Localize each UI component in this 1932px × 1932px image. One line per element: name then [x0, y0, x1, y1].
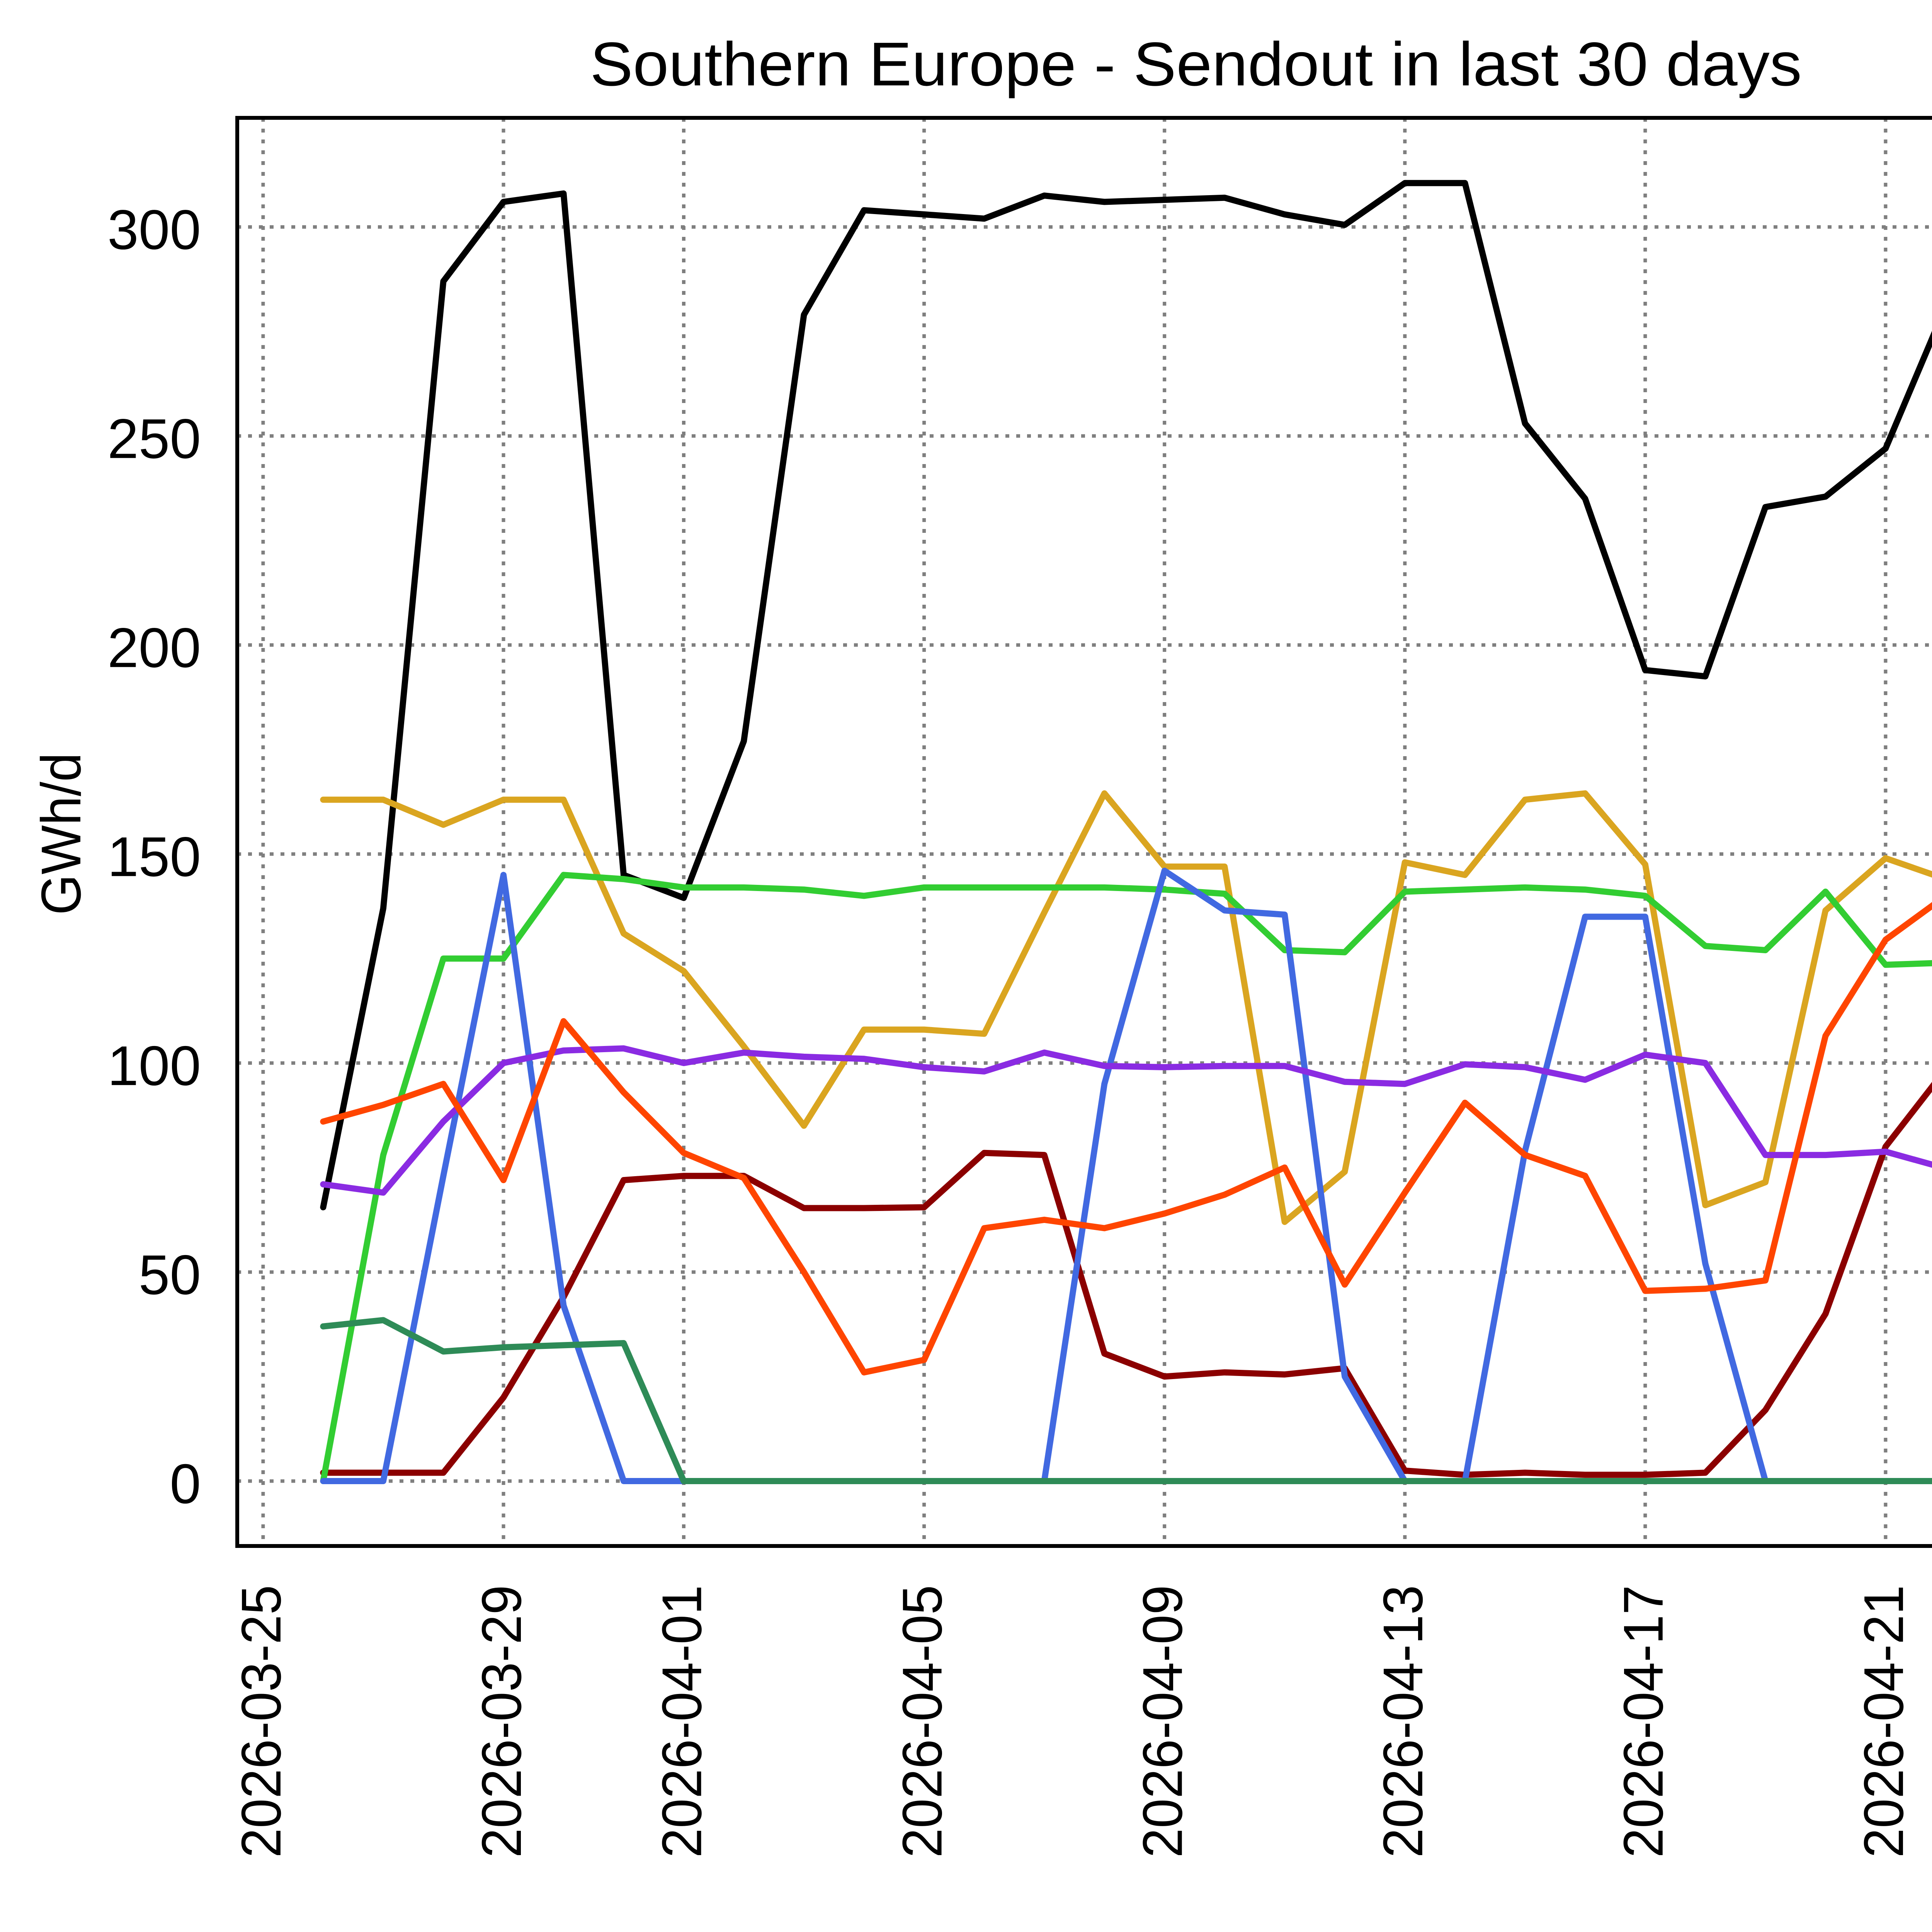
svg-text:0: 0 [170, 1452, 201, 1515]
svg-text:2026-04-13: 2026-04-13 [1372, 1585, 1434, 1858]
svg-text:Southern Europe - Sendout in l: Southern Europe - Sendout in last 30 day… [590, 29, 1802, 99]
svg-text:250: 250 [107, 407, 201, 470]
svg-text:100: 100 [107, 1034, 201, 1097]
svg-text:300: 300 [107, 198, 201, 261]
svg-text:2026-03-29: 2026-03-29 [470, 1585, 533, 1858]
svg-text:2026-04-05: 2026-04-05 [891, 1585, 954, 1858]
svg-text:GWh/d: GWh/d [30, 753, 92, 915]
svg-text:200: 200 [107, 616, 201, 679]
svg-text:2026-04-21: 2026-04-21 [1852, 1585, 1915, 1858]
svg-text:2026-03-25: 2026-03-25 [230, 1585, 293, 1858]
svg-text:150: 150 [107, 825, 201, 888]
svg-text:2026-04-17: 2026-04-17 [1612, 1585, 1675, 1858]
svg-text:2026-04-09: 2026-04-09 [1131, 1585, 1194, 1858]
svg-text:50: 50 [139, 1243, 201, 1306]
svg-text:2026-04-01: 2026-04-01 [651, 1585, 713, 1858]
